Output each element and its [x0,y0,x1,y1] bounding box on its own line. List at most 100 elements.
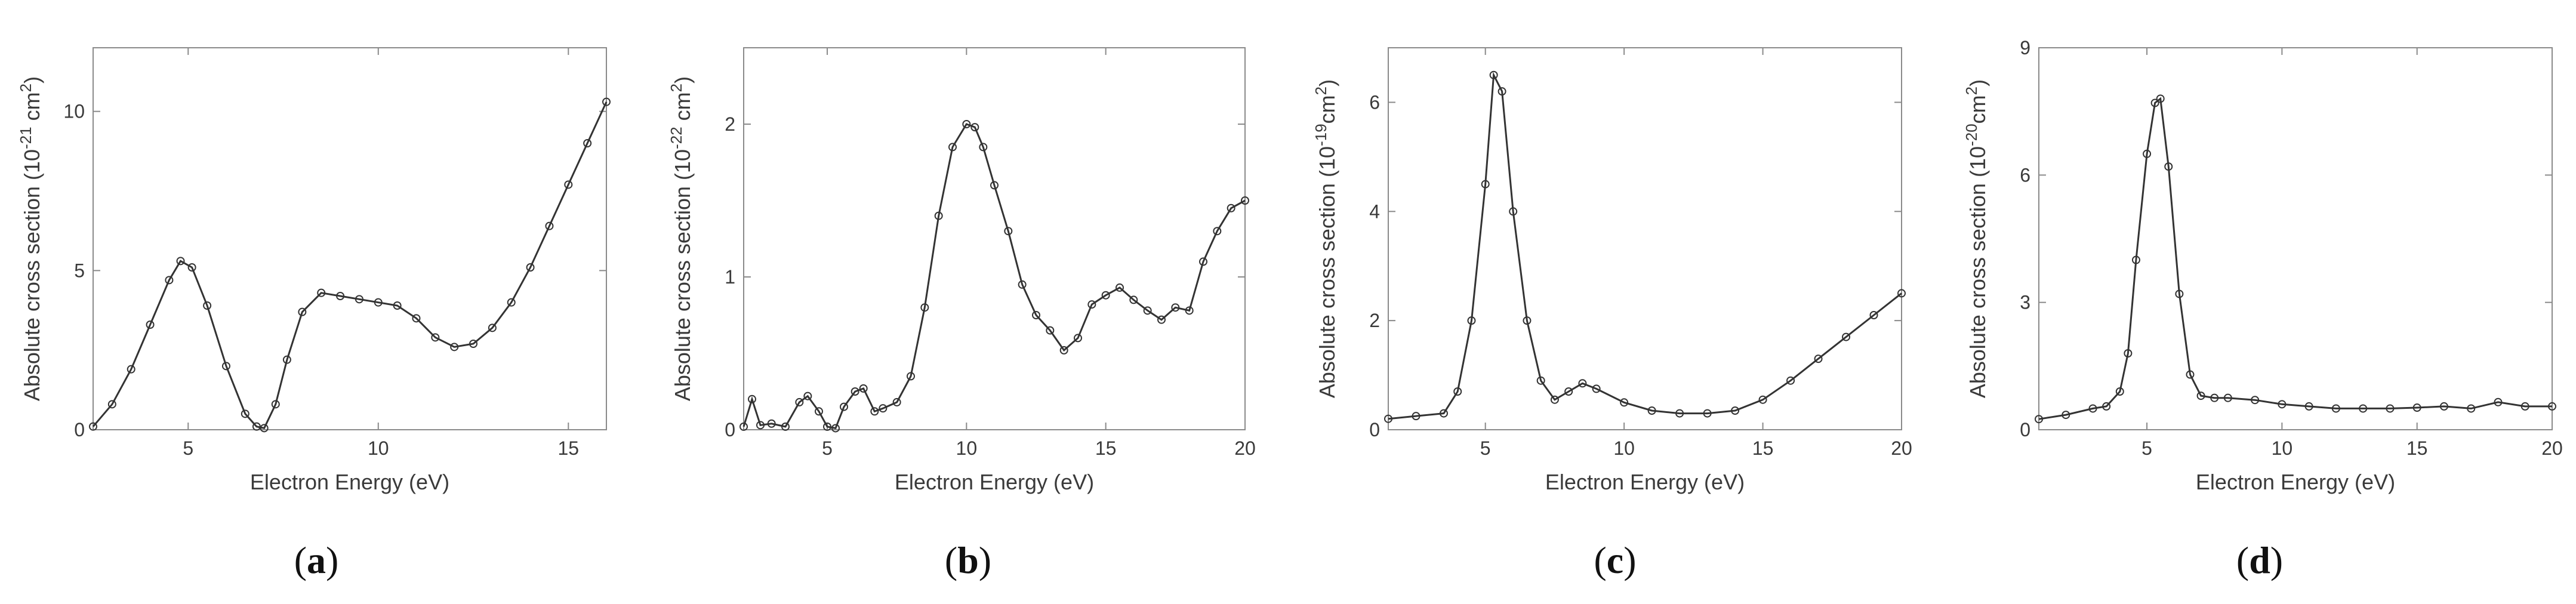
data-point-a-17 [355,295,363,304]
chart-panel-d: 5 10 15 20 0 3 6 9 Electron Energy (eV) Absolute … [1962,37,2563,581]
data-point-c-14 [1592,384,1601,393]
x-tick-label-a-2: 15 [557,437,579,459]
y-tick-label-b-1: 1 [725,266,735,288]
panel-label-letter-b: b [957,539,979,581]
data-point-d-11 [2175,289,2184,298]
data-point-b-37 [1185,306,1194,315]
data-point-d-14 [2210,393,2219,402]
data-point-c-19 [1731,406,1740,415]
series-line-c-0 [1388,72,1902,420]
data-point-c-20 [1758,395,1767,404]
y-tick-label-c-2: 4 [1369,201,1380,222]
chart-panel-a: 5 10 15 0 5 10 Electron Energy (eV) Absolute cr… [17,47,611,581]
data-point-b-16 [907,372,915,381]
data-point-b-25 [1018,280,1027,289]
data-point-a-13 [282,355,291,364]
panel-label-paren-close-a: ) [326,539,338,581]
data-point-a-16 [336,292,345,300]
y-axis-label-part-ylabel-unit-c: cm [1315,95,1339,124]
data-point-b-40 [1227,204,1235,212]
data-point-b-36 [1171,303,1180,312]
x-tick-label-a-1: 10 [368,437,389,459]
data-point-d-10 [2164,162,2173,171]
data-point-b-8 [823,422,831,431]
data-point-b-7 [815,407,823,416]
x-tick-label-d-2: 15 [2406,437,2428,459]
data-point-c-7 [1497,87,1506,96]
data-point-b-39 [1213,227,1222,236]
data-point-a-22 [450,343,459,352]
data-point-b-26 [1032,311,1040,319]
data-point-d-23 [2439,402,2448,411]
y-axis-label-part-ylabel-close-c: ) [1315,79,1339,87]
data-point-b-23 [990,181,999,190]
x-axis-label-d: Electron Energy (eV) [2196,470,2395,494]
panel-label-letter-d: d [2249,539,2270,581]
data-point-d-8 [2150,98,2159,107]
data-point-c-13 [1578,379,1587,388]
data-point-b-27 [1046,326,1055,335]
data-point-b-32 [1116,283,1124,292]
data-point-d-4 [2115,387,2124,396]
y-tick-label-c-1: 2 [1369,310,1380,331]
y-axis-label-b: Absolute cross section (10-22 cm2) [667,76,695,401]
data-point-b-18 [934,211,943,220]
data-point-d-7 [2143,149,2152,158]
data-point-a-21 [431,333,440,342]
data-point-b-9 [831,424,840,433]
y-tick-label-a-2: 10 [63,101,85,122]
data-point-a-27 [545,221,554,230]
data-point-c-10 [1536,376,1545,385]
panel-label-paren-close-d: ) [2270,539,2283,581]
data-point-a-5 [176,257,185,266]
y-axis-label-part-ylabel-a: Absolute cross section (10 [20,149,44,401]
data-point-d-13 [2196,392,2205,400]
data-point-b-28 [1059,346,1068,355]
data-point-a-19 [393,301,402,310]
x-tick-label-b-1: 10 [956,437,978,459]
y-axis-label-d: Absolute cross section (10-20cm2) [1962,79,1990,398]
y-axis-label-part-ylabel-unit-b: cm [670,92,695,127]
data-point-c-2 [1439,409,1448,418]
panel-label-paren-open-d: ( [2236,539,2249,581]
data-point-d-19 [2331,404,2340,413]
data-point-a-7 [203,301,212,310]
x-tick-label-d-1: 10 [2272,437,2293,459]
plot-area-a [93,47,607,430]
data-point-c-1 [1412,412,1421,421]
x-tick-label-b-3: 20 [1234,437,1256,459]
y-axis-label-part-ylabel-close-b: ) [670,76,695,84]
data-point-a-30 [602,97,611,106]
y-axis-label-part-ylabel-unit-exponent-d: 2 [1962,87,1980,95]
data-point-d-22 [2412,403,2421,412]
y-axis-label-part-ylabel-exponent-b: -22 [667,127,685,149]
series-line-a-0 [92,101,608,430]
x-tick-label-c-3: 20 [1891,437,1912,459]
data-point-b-11 [851,387,859,396]
panel-label-paren-open-b: ( [945,539,957,581]
data-point-c-24 [1869,311,1878,319]
data-point-c-15 [1620,398,1629,407]
data-point-d-12 [2186,370,2195,379]
data-point-d-6 [2131,255,2140,264]
panel-label-letter-c: c [1607,539,1623,581]
x-tick-label-c-2: 15 [1752,437,1774,459]
y-tick-label-d-0: 0 [2020,419,2030,440]
x-axis-label-b: Electron Energy (eV) [895,470,1094,494]
y-axis-label-part-ylabel-unit-exponent-b: 2 [667,84,685,92]
y-axis-label-part-ylabel-close-d: ) [1965,79,1990,87]
plot-area-c [1388,47,1902,430]
data-point-d-26 [2520,402,2529,411]
panel-label-paren-open-a: ( [294,539,307,581]
y-axis-label-part-ylabel-unit-exponent-c: 2 [1312,87,1330,95]
y-tick-label-d-2: 6 [2020,164,2030,186]
data-point-c-4 [1467,316,1476,325]
data-point-b-24 [1004,227,1013,236]
data-point-a-14 [298,307,307,316]
panel-label-d: (d) [2236,539,2283,581]
x-tick-label-d-0: 5 [2141,437,2152,459]
data-point-a-26 [526,263,535,272]
y-axis-label-part-ylabel-b: Absolute cross section (10 [670,149,695,401]
plot-area-b [743,47,1246,430]
data-point-c-18 [1703,409,1712,418]
